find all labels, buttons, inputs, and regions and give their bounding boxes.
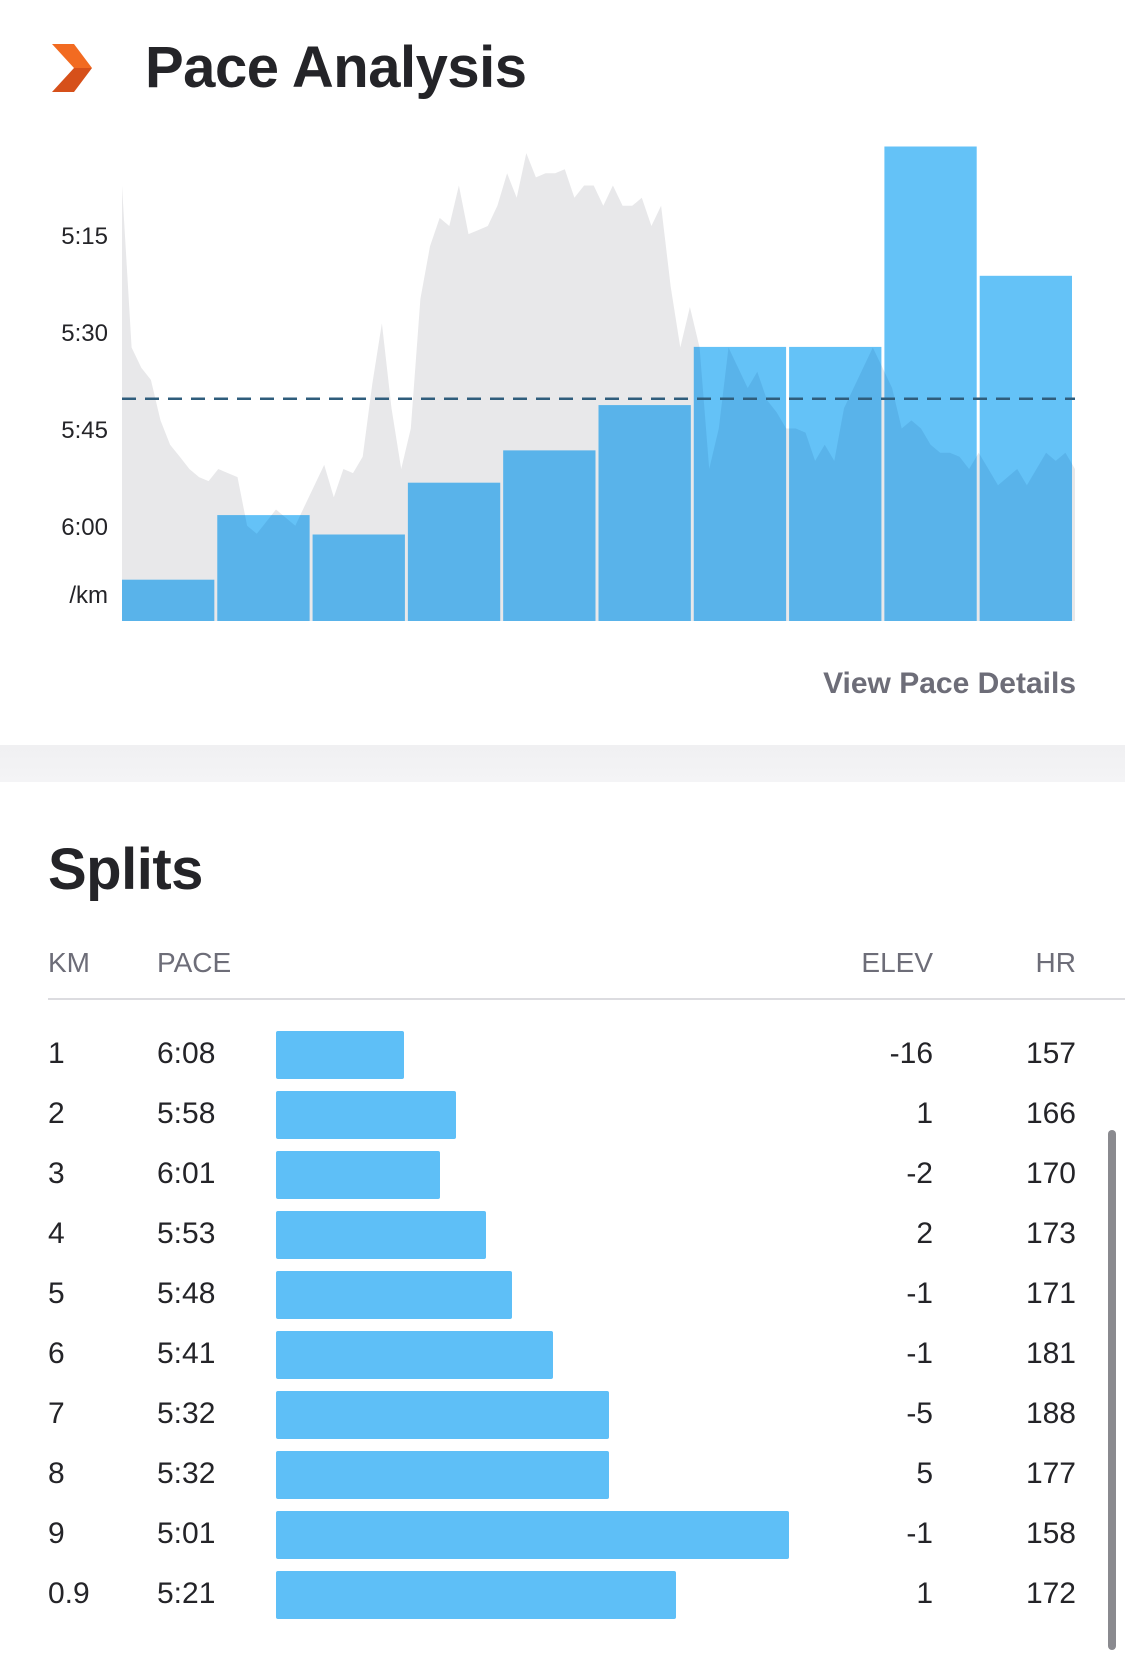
pace-bars [122, 146, 1072, 622]
y-tick-label: 5:30 [61, 320, 108, 347]
y-tick-label: 6:00 [61, 514, 108, 541]
splits-card: Splits KM PACE ELEV HR 1 6:08 -16 157 2 5:58 1… [0, 782, 1125, 1671]
split-pace-bar [276, 1331, 553, 1379]
split-km: 6 [48, 1337, 65, 1370]
split-pace: 5:53 [157, 1217, 216, 1250]
split-pace: 5:32 [157, 1457, 216, 1490]
split-pace: 5:58 [157, 1097, 216, 1130]
split-pace: 6:08 [157, 1037, 216, 1070]
split-row[interactable]: 6 5:41 -1 181 [0, 1327, 1125, 1387]
pace-bar-8[interactable] [789, 346, 882, 621]
split-pace-bar [276, 1211, 486, 1259]
pace-bar-7[interactable] [693, 346, 787, 621]
split-hr: 158 [1025, 1517, 1076, 1550]
split-km: 9 [48, 1517, 65, 1550]
split-pace: 5:41 [157, 1337, 216, 1370]
split-row[interactable]: 1 6:08 -16 157 [0, 1027, 1125, 1087]
split-row[interactable]: 9 5:01 -1 158 [0, 1507, 1125, 1567]
split-elev: -1 [906, 1277, 933, 1310]
split-pace-bar [276, 1091, 456, 1139]
split-hr: 177 [1025, 1457, 1076, 1490]
split-elev: 5 [916, 1457, 933, 1490]
split-km: 5 [48, 1277, 65, 1310]
split-hr: 188 [1025, 1397, 1076, 1430]
y-tick-label: 5:45 [61, 417, 108, 444]
split-pace-bar [276, 1271, 512, 1319]
pace-bar-9[interactable] [884, 146, 977, 622]
split-pace-bar [276, 1571, 676, 1619]
split-pace-bar [276, 1511, 789, 1559]
header-divider [48, 998, 1125, 1000]
split-pace-bar [276, 1151, 440, 1199]
split-row[interactable]: 7 5:32 -5 188 [0, 1387, 1125, 1447]
split-hr: 166 [1025, 1097, 1076, 1130]
split-km: 0.9 [48, 1577, 90, 1610]
splits-table: 1 6:08 -16 157 2 5:58 1 166 3 6:01 -2 170 4 5:53 2 173 5… [0, 1027, 1125, 1627]
pace-analysis-card: Pace Analysis 5:15 5:30 5:45 6:00/km View P… [0, 0, 1125, 745]
split-km: 1 [48, 1037, 65, 1070]
split-elev: -2 [906, 1157, 933, 1190]
brand-chevron-icon [52, 44, 92, 92]
pace-analysis-title: Pace Analysis [145, 35, 527, 100]
pace-chart[interactable] [0, 0, 1125, 640]
split-row[interactable]: 5 5:48 -1 171 [0, 1267, 1125, 1327]
split-row[interactable]: 2 5:58 1 166 [0, 1087, 1125, 1147]
split-hr: 181 [1025, 1337, 1076, 1370]
split-hr: 171 [1025, 1277, 1076, 1310]
split-elev: 2 [916, 1217, 933, 1250]
split-pace: 5:48 [157, 1277, 216, 1310]
pace-bar-5[interactable] [503, 450, 596, 621]
split-pace-bar [276, 1391, 609, 1439]
splits-title: Splits [48, 837, 203, 902]
section-divider [0, 745, 1125, 782]
pace-bar-4[interactable] [407, 482, 501, 621]
split-row[interactable]: 0.9 5:21 1 172 [0, 1567, 1125, 1627]
split-row[interactable]: 8 5:32 5 177 [0, 1447, 1125, 1507]
pace-bar-6[interactable] [598, 405, 691, 621]
split-elev: -5 [906, 1397, 933, 1430]
split-hr: 170 [1025, 1157, 1076, 1190]
view-pace-details-link[interactable]: View Pace Details [823, 667, 1076, 700]
split-hr: 172 [1025, 1577, 1076, 1610]
y-axis-unit-label: /km [69, 582, 108, 609]
split-km: 2 [48, 1097, 65, 1130]
pace-column-header: PACE [157, 947, 232, 978]
split-pace: 6:01 [157, 1157, 216, 1190]
elev-column-header: ELEV [861, 947, 933, 978]
split-pace: 5:32 [157, 1397, 216, 1430]
split-row[interactable]: 3 6:01 -2 170 [0, 1147, 1125, 1207]
split-pace: 5:21 [157, 1577, 216, 1610]
split-elev: 1 [916, 1577, 933, 1610]
split-km: 3 [48, 1157, 65, 1190]
split-km: 4 [48, 1217, 65, 1250]
pace-bar-0.9[interactable] [979, 275, 1072, 621]
split-elev: 1 [916, 1097, 933, 1130]
split-km: 7 [48, 1397, 65, 1430]
y-tick-label: 5:15 [61, 223, 108, 250]
hr-column-header: HR [1035, 947, 1076, 978]
pace-bar-2[interactable] [217, 515, 310, 621]
pace-bar-1[interactable] [122, 579, 215, 621]
split-pace: 5:01 [157, 1517, 216, 1550]
split-elev: -1 [906, 1517, 933, 1550]
split-pace-bar [276, 1031, 404, 1079]
split-hr: 173 [1025, 1217, 1076, 1250]
km-column-header: KM [48, 947, 90, 978]
scrollbar[interactable] [1108, 1130, 1116, 1650]
split-row[interactable]: 4 5:53 2 173 [0, 1207, 1125, 1267]
split-elev: -16 [889, 1037, 933, 1070]
split-pace-bar [276, 1451, 609, 1499]
split-km: 8 [48, 1457, 65, 1490]
split-hr: 157 [1025, 1037, 1076, 1070]
split-elev: -1 [906, 1337, 933, 1370]
pace-bar-3[interactable] [312, 534, 405, 622]
